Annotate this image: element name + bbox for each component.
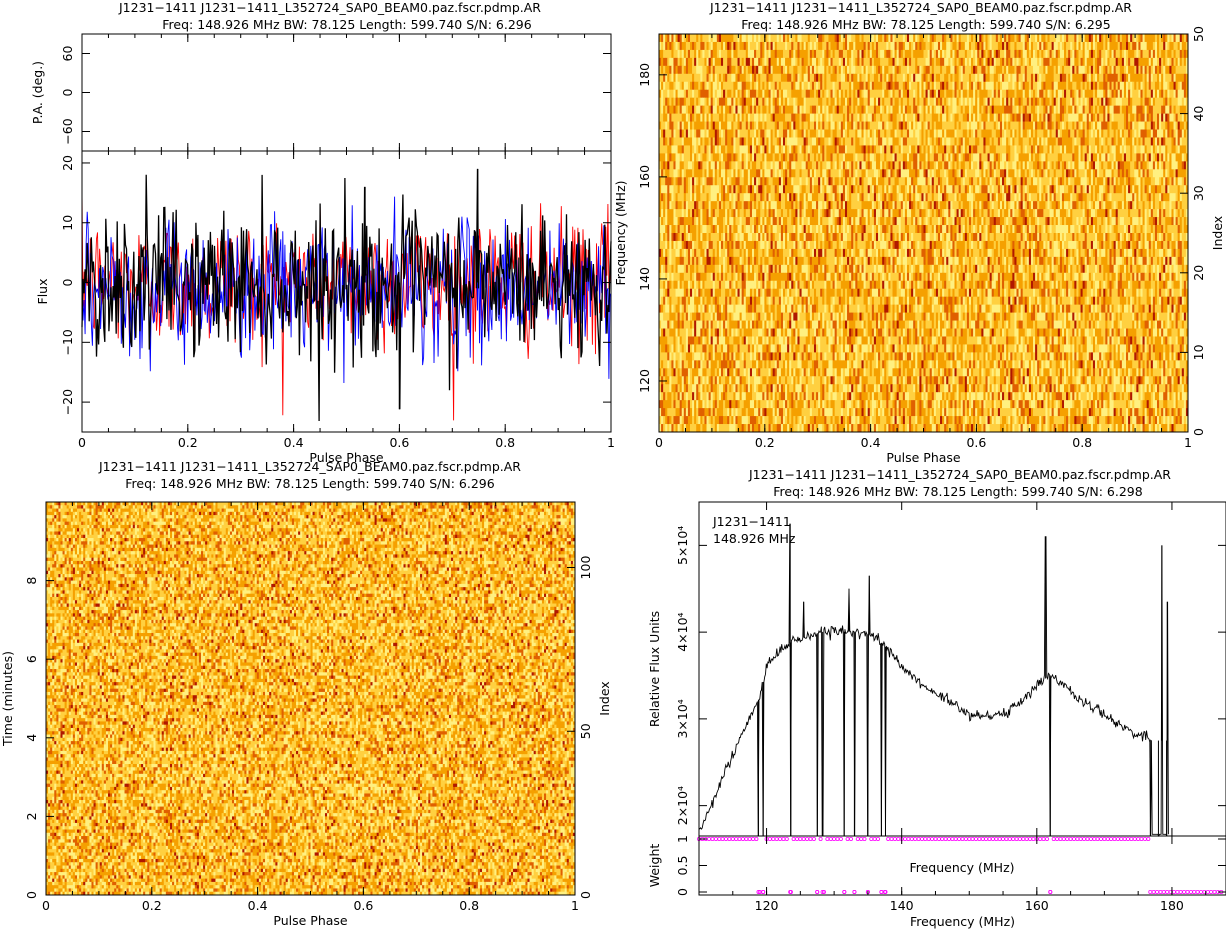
bandpass-annotation-freq: 148.926 MHz — [713, 531, 796, 546]
freq-phase-title-1: J1231−1411 J1231−1411_L352724_SAP0_BEAM0… — [709, 0, 1132, 15]
bandpass-title-1: J1231−1411 J1231−1411_L352724_SAP0_BEAM0… — [748, 467, 1171, 482]
profile-title-1: J1231−1411 J1231−1411_L352724_SAP0_BEAM0… — [118, 0, 541, 15]
freq-phase-title-2: Freq: 148.926 MHz BW: 78.125 Length: 599… — [741, 17, 1110, 32]
bandpass-annotation-source: J1231−1411 — [712, 514, 791, 529]
profile-title-2: Freq: 148.926 MHz BW: 78.125 Length: 599… — [162, 17, 531, 32]
time-phase-title-2: Freq: 148.926 MHz BW: 78.125 Length: 599… — [125, 476, 494, 491]
bandpass-title-2: Freq: 148.926 MHz BW: 78.125 Length: 599… — [773, 484, 1142, 499]
freq-phase-cells — [659, 34, 1188, 432]
